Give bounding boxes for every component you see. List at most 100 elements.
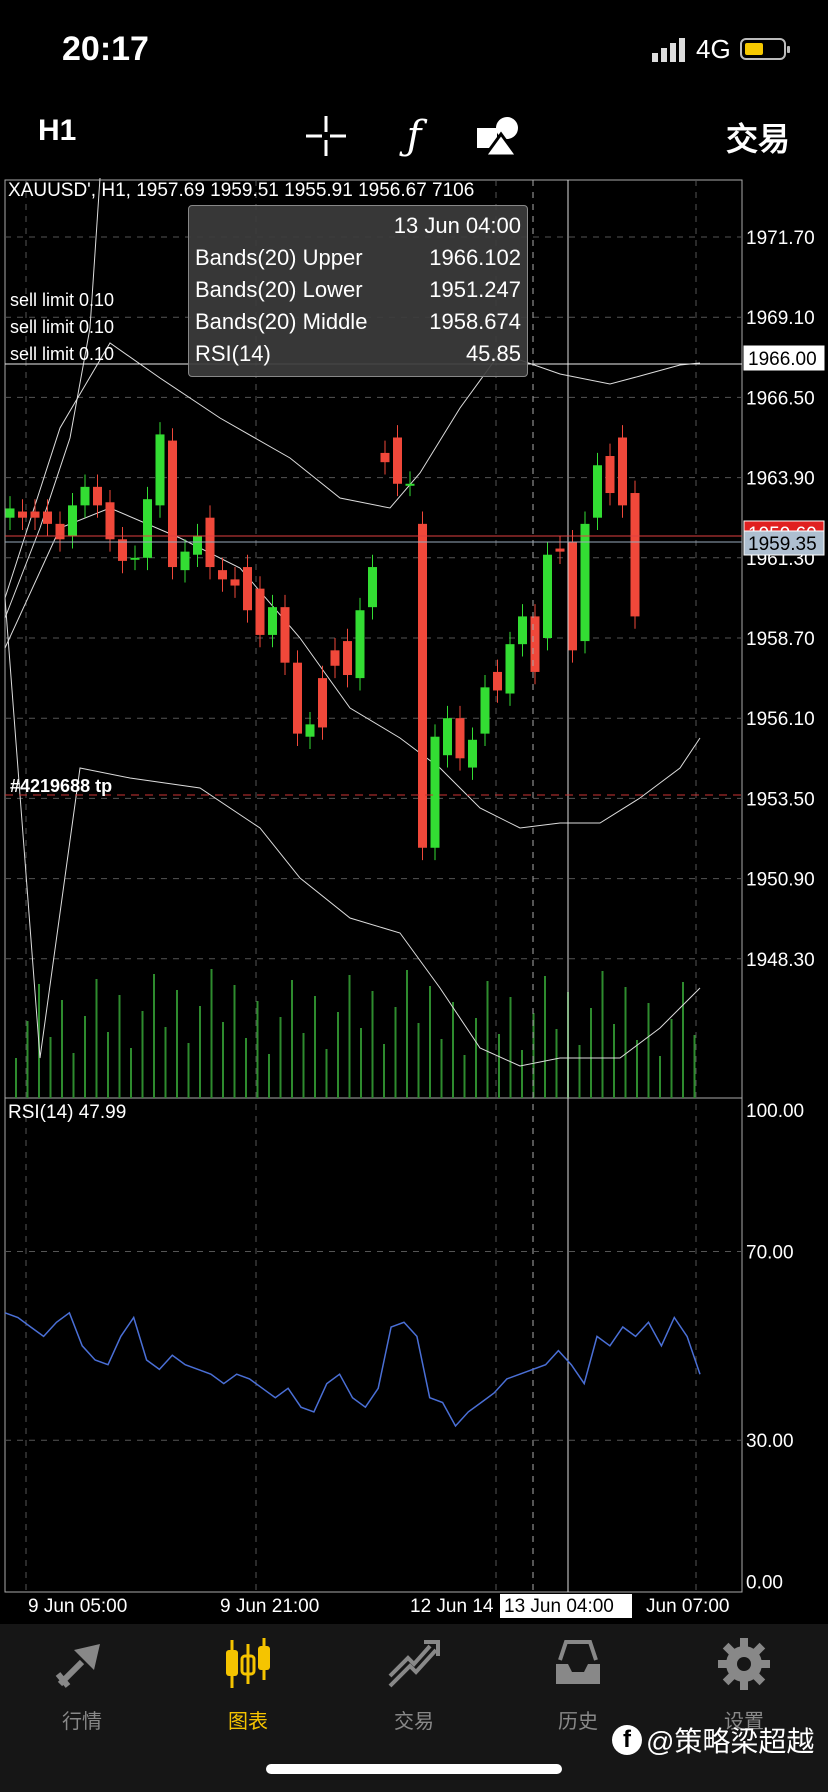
current-price-tag: 1966.00 [748, 349, 817, 370]
shapes-icon[interactable] [474, 112, 522, 160]
sell-limit-label: sell limit 0.10 [10, 290, 114, 310]
status-time: 20:17 [62, 30, 149, 68]
sell-limit-label: sell limit 0.10 [10, 317, 114, 337]
sell-limit-label: sell limit 0.10 [10, 344, 114, 364]
function-icon[interactable]: ƒ [406, 113, 422, 159]
candle-body [505, 644, 515, 694]
candle-body [118, 539, 127, 561]
tab-trade[interactable]: 交易 [354, 1634, 474, 1744]
candle-body [368, 567, 377, 608]
battery-icon [740, 38, 790, 60]
candle-body [393, 437, 402, 484]
candle-body [243, 567, 252, 611]
price-tick-label: 1953.50 [746, 789, 815, 810]
time-tick-label: 9 Jun 21:00 [220, 1596, 319, 1617]
rsi-tick-label: 30.00 [746, 1431, 794, 1452]
crosshair-icon[interactable] [302, 112, 350, 160]
trade-button[interactable]: 交易 [725, 121, 790, 157]
price-tick-label: 1963.90 [746, 469, 815, 490]
candle-body [593, 465, 602, 518]
cursor-time-label: 13 Jun 04:00 [504, 1596, 614, 1617]
band-lower [4, 597, 701, 1067]
candle-body [18, 511, 27, 518]
tp-label: #4219688 tp [10, 776, 112, 796]
cursor-time-box [500, 1594, 632, 1618]
tooltip-row: Bands(20) Lower 1951.247 [195, 277, 521, 302]
candle-body [455, 718, 465, 759]
candle-body [443, 718, 452, 756]
bid-price-tag: 1959.35 [748, 534, 817, 555]
candle-body [305, 724, 315, 737]
chart-toolbar: H1 ƒ 交易 [0, 100, 828, 180]
candle-body [618, 437, 627, 506]
time-tick-label: 9 Jun 05:00 [28, 1596, 127, 1617]
price-tick-label: 1958.70 [746, 629, 815, 650]
candle-body [330, 650, 340, 666]
candle-body [418, 523, 427, 848]
candle-body [580, 523, 590, 642]
rsi-line [4, 1311, 701, 1428]
period-button[interactable]: H1 [38, 114, 77, 147]
band-rising-line [4, 178, 101, 619]
candle-body [230, 579, 240, 586]
candle-body [193, 536, 202, 555]
tooltip-row: Bands(20) Middle 1958.674 [195, 309, 521, 334]
settings-icon [718, 1638, 770, 1690]
tooltip-row: RSI(14) 45.85 [195, 341, 521, 366]
candle-body [480, 687, 490, 734]
status-bar: 20:17 4G [0, 0, 828, 100]
candle-body [93, 486, 102, 506]
quotes-icon [55, 1644, 100, 1688]
candle-body [143, 499, 152, 558]
current-price-tag-box [743, 345, 825, 371]
candle-body [168, 440, 177, 568]
rsi-tick-label: 100.00 [746, 1101, 804, 1122]
watermark: f @策略梁超越 [612, 1720, 814, 1760]
candle-body [5, 508, 15, 518]
candle-body [518, 616, 527, 645]
candle-body [255, 588, 265, 635]
tab-quotes[interactable]: 行情 [22, 1634, 142, 1744]
candle-body [355, 610, 365, 679]
candle-body [605, 456, 615, 494]
candle-body [43, 511, 52, 524]
candle-body [543, 554, 552, 638]
candle-body [155, 434, 165, 506]
rsi-tick-label: 0.00 [746, 1573, 783, 1594]
tab-history[interactable]: 历史 [518, 1634, 638, 1744]
candle-body [55, 523, 65, 540]
bid-price-tag-box [743, 530, 825, 556]
price-chart[interactable]: XAUUSD', H1, 1957.69 1959.51 1955.91 195… [0, 178, 828, 1624]
rsi-pane-frame [4, 1097, 743, 1593]
candle-body [568, 542, 577, 651]
price-tick-label: 1966.50 [746, 388, 815, 409]
candle-body [30, 511, 40, 518]
data-tooltip: 13 Jun 04:00 Bands(20) Upper 1966.102 Ban… [188, 205, 528, 377]
price-tick-label: 1950.90 [746, 870, 815, 891]
rsi-label: RSI(14) 47.99 [8, 1102, 126, 1123]
home-indicator [266, 1764, 562, 1774]
price-tick-label: 1948.30 [746, 950, 815, 971]
time-tick-label: 12 Jun 14 [410, 1596, 494, 1617]
candle-body [293, 662, 302, 734]
candle-body [80, 486, 90, 506]
candle-body [130, 557, 140, 560]
signal-icon [652, 38, 685, 62]
candle-body [493, 671, 502, 691]
time-tick-label: Jun 07:00 [646, 1596, 729, 1617]
price-tick-label: 1969.10 [746, 308, 815, 329]
tooltip-date: 13 Jun 04:00 [393, 213, 521, 238]
symbol-header: XAUUSD', H1, 1957.69 1959.51 1955.91 195… [8, 180, 474, 201]
candle-body [268, 607, 277, 635]
candle-body [405, 483, 415, 486]
tab-chart[interactable]: 图表 [188, 1634, 308, 1744]
candle-body [630, 493, 640, 617]
candle-body [280, 607, 290, 663]
candle-body [555, 548, 565, 552]
tab-settings[interactable]: 设置 [684, 1634, 804, 1744]
network-type: 4G [696, 34, 731, 64]
band-upper [4, 342, 701, 599]
chart-icon [226, 1638, 270, 1688]
history-icon [556, 1640, 600, 1684]
tooltip-row: Bands(20) Upper 1966.102 [195, 245, 521, 270]
